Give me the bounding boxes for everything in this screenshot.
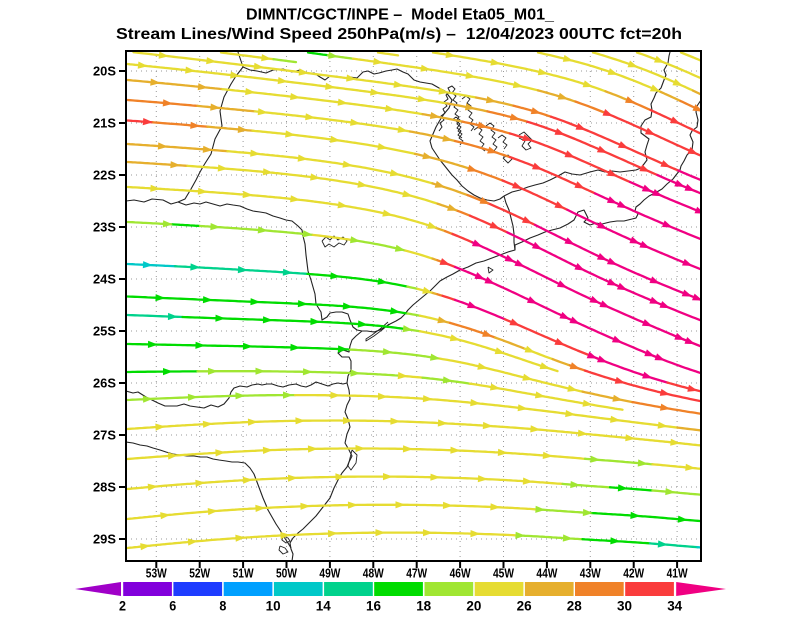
svg-text:42W: 42W [623,566,645,581]
svg-text:18: 18 [416,599,431,614]
svg-text:21S: 21S [93,116,116,131]
svg-text:28: 28 [567,599,582,614]
svg-text:51W: 51W [233,566,255,581]
svg-text:26: 26 [517,599,532,614]
svg-text:16: 16 [366,599,381,614]
svg-text:8: 8 [219,599,226,614]
svg-text:Stream Lines/Wind Speed 250hPa: Stream Lines/Wind Speed 250hPa(m/s) – 12… [116,26,682,43]
svg-text:50W: 50W [276,566,298,581]
svg-text:48W: 48W [363,566,385,581]
svg-text:10: 10 [266,599,281,614]
svg-text:52W: 52W [189,566,211,581]
svg-text:14: 14 [316,599,331,614]
svg-text:47W: 47W [406,566,428,581]
svg-text:25S: 25S [93,324,116,339]
svg-text:44W: 44W [536,566,558,581]
svg-text:30: 30 [617,599,632,614]
svg-text:45W: 45W [493,566,515,581]
svg-text:6: 6 [169,599,176,614]
svg-text:41W: 41W [667,566,689,581]
svg-text:24S: 24S [93,272,116,287]
svg-text:26S: 26S [93,376,116,391]
svg-text:2: 2 [119,599,126,614]
svg-text:34: 34 [667,599,682,614]
svg-text:28S: 28S [93,480,116,495]
svg-text:43W: 43W [580,566,602,581]
svg-text:46W: 46W [450,566,472,581]
svg-text:27S: 27S [93,428,116,443]
svg-text:29S: 29S [93,532,116,547]
svg-text:23S: 23S [93,220,116,235]
svg-text:53W: 53W [146,566,168,581]
svg-text:20: 20 [466,599,481,614]
svg-text:49W: 49W [319,566,341,581]
svg-text:DIMNT/CGCT/INPE – Model Eta05: DIMNT/CGCT/INPE – Model Eta05_M01_ [246,7,554,24]
svg-text:22S: 22S [93,168,116,183]
svg-text:20S: 20S [93,64,116,79]
